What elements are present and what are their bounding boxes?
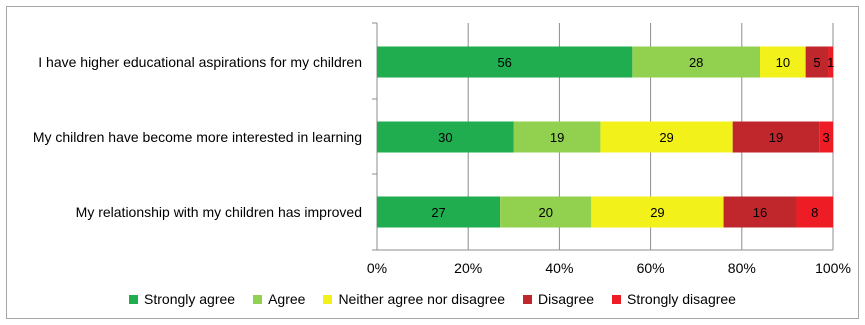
bar-segment [805,46,829,78]
x-tick-label: 80% [728,260,756,276]
data-label: 10 [776,55,790,70]
bar-segment [591,196,724,228]
data-label: 56 [497,55,511,70]
bar-segment [796,196,833,228]
data-label: 5 [813,55,820,70]
legend-label: Strongly agree [144,291,236,307]
bar-segment [600,121,733,153]
data-label: 29 [650,205,664,220]
chart-legend: Strongly agree Agree Neither agree nor dis… [0,285,865,313]
legend-swatch [612,294,622,304]
bar-segment [723,196,797,228]
category-label: My children have become more interested … [33,129,362,145]
bar-segment [377,121,514,153]
bar-segment [819,121,833,153]
legend-swatch [522,294,532,304]
legend-item: Strongly agree [129,291,235,307]
bar-segment [513,121,601,153]
bar-segment [732,121,820,153]
legend-swatch [253,294,263,304]
data-label: 20 [538,205,552,220]
data-label: 28 [689,55,703,70]
bar-segment [500,196,592,228]
category-label: My relationship with my children has imp… [76,204,362,220]
data-label: 19 [550,130,564,145]
legend-label: Agree [268,291,306,307]
category-label: I have higher educational aspirations fo… [38,54,362,70]
data-label: 30 [438,130,452,145]
x-tick-label: 60% [637,260,665,276]
data-label: 1 [827,55,834,70]
legend-label: Strongly disagree [627,291,736,307]
x-tick-label: 20% [454,260,482,276]
legend-item: Disagree [522,291,595,307]
bar-segment [760,46,806,78]
data-label: 16 [753,205,767,220]
legend-swatch [323,294,333,304]
data-label: 8 [811,205,818,220]
data-label: 19 [769,130,783,145]
legend-label: Neither agree nor disagree [338,291,505,307]
legend-item: Agree [253,291,305,307]
x-tick-label: 0% [367,260,387,276]
legend-label: Disagree [537,291,595,307]
bar-segment [632,46,761,78]
legend-item: Strongly disagree [612,291,736,307]
bar-segment [377,196,501,228]
legend-item: Neither agree nor disagree [323,291,505,307]
legend-swatch [129,294,139,304]
bar-segment [828,46,833,78]
data-label: 29 [659,130,673,145]
bar-segment [377,46,633,78]
x-tick-label: 100% [815,260,851,276]
data-label: 3 [823,130,830,145]
x-tick-label: 40% [545,260,573,276]
data-label: 27 [431,205,445,220]
